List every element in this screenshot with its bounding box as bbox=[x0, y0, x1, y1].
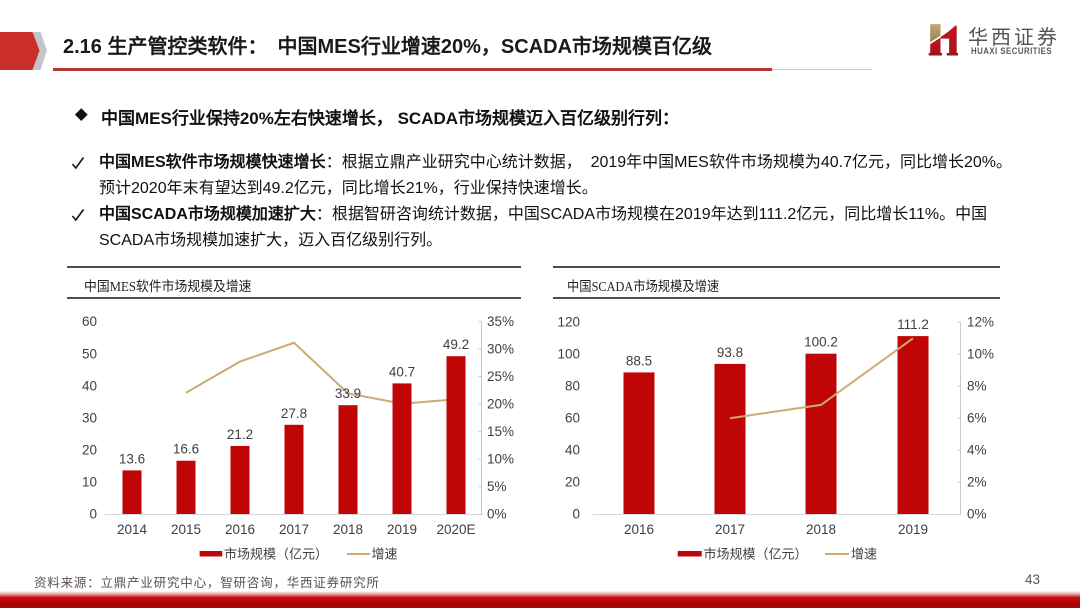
svg-text:16.6: 16.6 bbox=[173, 442, 199, 457]
svg-text:15%: 15% bbox=[487, 424, 514, 439]
svg-text:120: 120 bbox=[557, 315, 580, 330]
svg-text:2018: 2018 bbox=[806, 522, 836, 537]
svg-text:5%: 5% bbox=[487, 479, 507, 494]
svg-text:2%: 2% bbox=[967, 475, 987, 490]
svg-text:8%: 8% bbox=[967, 379, 987, 394]
svg-text:4%: 4% bbox=[967, 443, 987, 458]
svg-text:40: 40 bbox=[565, 443, 580, 458]
svg-text:0: 0 bbox=[572, 507, 580, 522]
svg-text:49.2: 49.2 bbox=[443, 337, 469, 352]
svg-text:2020E: 2020E bbox=[436, 522, 475, 537]
svg-text:20: 20 bbox=[565, 475, 580, 490]
svg-text:2016: 2016 bbox=[624, 522, 654, 537]
svg-text:100.2: 100.2 bbox=[804, 335, 838, 350]
svg-text:2015: 2015 bbox=[171, 522, 201, 537]
svg-text:2018: 2018 bbox=[333, 522, 363, 537]
svg-text:10%: 10% bbox=[967, 347, 994, 362]
svg-text:30: 30 bbox=[82, 411, 97, 426]
svg-text:25%: 25% bbox=[487, 369, 514, 384]
svg-text:20%: 20% bbox=[487, 397, 514, 412]
svg-text:增速: 增速 bbox=[372, 546, 398, 561]
svg-text:40: 40 bbox=[82, 378, 97, 393]
svg-text:13.6: 13.6 bbox=[119, 451, 145, 466]
svg-text:0: 0 bbox=[89, 507, 97, 522]
svg-text:2017: 2017 bbox=[715, 522, 745, 537]
svg-text:50: 50 bbox=[82, 346, 97, 361]
svg-text:21.2: 21.2 bbox=[227, 427, 253, 442]
svg-text:2019: 2019 bbox=[898, 522, 928, 537]
svg-text:6%: 6% bbox=[967, 411, 987, 426]
svg-text:20: 20 bbox=[82, 443, 97, 458]
svg-text:35%: 35% bbox=[487, 314, 514, 329]
svg-text:市场规模（亿元）: 市场规模（亿元） bbox=[224, 546, 328, 561]
svg-text:27.8: 27.8 bbox=[281, 406, 307, 421]
svg-text:2016: 2016 bbox=[225, 522, 255, 537]
svg-text:市场规模（亿元）: 市场规模（亿元） bbox=[704, 546, 808, 561]
svg-text:30%: 30% bbox=[487, 342, 514, 357]
svg-text:0%: 0% bbox=[967, 507, 987, 522]
svg-text:增速: 增速 bbox=[851, 546, 877, 561]
svg-text:80: 80 bbox=[565, 379, 580, 394]
svg-text:12%: 12% bbox=[967, 315, 994, 330]
svg-text:2017: 2017 bbox=[279, 522, 309, 537]
svg-text:2019: 2019 bbox=[387, 522, 417, 537]
svg-text:60: 60 bbox=[565, 411, 580, 426]
svg-text:2014: 2014 bbox=[117, 522, 148, 537]
svg-text:10%: 10% bbox=[487, 452, 514, 467]
svg-text:0%: 0% bbox=[487, 507, 507, 522]
svg-text:88.5: 88.5 bbox=[626, 353, 652, 368]
svg-text:60: 60 bbox=[82, 314, 97, 329]
svg-text:10: 10 bbox=[82, 475, 97, 490]
svg-text:33.9: 33.9 bbox=[335, 386, 361, 401]
svg-text:40.7: 40.7 bbox=[389, 364, 415, 379]
svg-text:111.2: 111.2 bbox=[897, 317, 929, 332]
svg-text:100: 100 bbox=[557, 347, 580, 362]
svg-text:93.8: 93.8 bbox=[717, 345, 743, 360]
